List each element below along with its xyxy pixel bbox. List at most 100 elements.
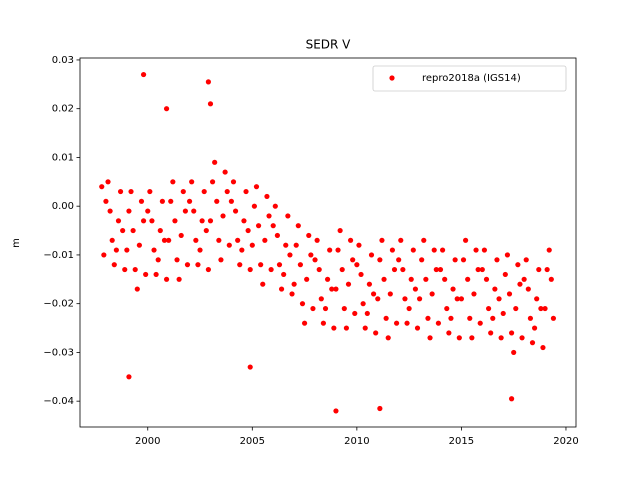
data-point [356,242,362,248]
data-point [258,262,264,268]
axes-frame [79,57,577,428]
data-point [373,330,379,336]
data-point [473,247,479,253]
data-point [253,184,260,190]
data-point [99,184,105,190]
data-point [176,276,182,282]
data-point [226,242,232,248]
data-point [232,208,239,214]
data-point [235,237,241,243]
data-point [442,276,448,282]
data-point [270,223,276,229]
data-point [454,296,460,302]
data-point [205,266,211,273]
data-point [122,266,128,273]
data-point [444,305,450,312]
data-point [163,276,170,282]
data-point [542,305,548,312]
data-point [304,276,310,282]
data-point [377,257,383,263]
data-point [343,325,350,331]
data-point [431,247,437,253]
data-point [345,281,352,287]
data-point [383,315,389,321]
data-point [155,257,161,263]
data-point [324,276,331,282]
data-point [163,106,170,112]
data-point [540,344,546,351]
data-point [452,257,458,263]
data-point [241,218,247,224]
data-point [287,252,293,258]
data-point [318,296,324,302]
data-point [456,335,462,341]
data-point [140,218,147,224]
y-tick-label: 0.02 [52,104,74,115]
data-point [366,281,373,287]
data-point [358,271,364,278]
data-point [306,232,312,239]
data-point [469,335,475,341]
data-point [295,223,301,229]
x-tick-label: 2020 [553,436,578,447]
data-point [103,198,109,204]
data-point [521,276,527,282]
data-point [389,247,396,253]
legend-label: repro2018a (IGS14) [422,73,521,84]
data-point [368,252,375,258]
data-point [408,276,414,282]
data-point [437,266,444,273]
data-point [220,213,226,219]
x-tick-label: 2005 [240,436,265,447]
data-point [429,291,435,297]
data-point [172,218,178,224]
data-point [222,169,228,175]
data-point [166,237,172,243]
data-point [293,242,299,248]
data-point [262,237,268,243]
data-point [375,296,381,302]
data-point [534,296,540,302]
data-point [320,320,326,326]
data-point [128,188,134,195]
data-point [291,281,297,287]
data-point [274,232,280,239]
data-point [228,198,234,204]
data-point [538,305,544,312]
data-point [251,203,257,209]
data-point [130,227,136,234]
data-point [481,247,488,253]
data-point [546,247,552,253]
data-point [385,335,391,341]
data-point [460,257,467,263]
data-point [354,262,360,268]
data-point [527,315,534,321]
data-point [260,281,266,287]
data-point [203,227,209,234]
data-point [205,79,211,85]
data-point [289,291,295,297]
data-point [283,242,289,248]
data-point [212,159,218,165]
data-point [352,310,358,317]
data-point [335,247,341,253]
data-point [331,325,337,331]
data-point [301,320,308,326]
data-point [161,237,168,243]
data-point [341,305,347,312]
data-point [255,223,262,229]
data-point [498,335,504,341]
data-point [134,286,140,292]
data-point [105,179,111,185]
data-point [433,266,439,273]
data-point [297,262,303,268]
data-point [299,301,306,307]
data-point [506,291,513,297]
data-point [308,252,314,258]
data-point [425,315,431,321]
data-point [465,276,471,282]
data-point [195,262,201,268]
data-point [101,252,107,258]
data-point [272,203,278,209]
